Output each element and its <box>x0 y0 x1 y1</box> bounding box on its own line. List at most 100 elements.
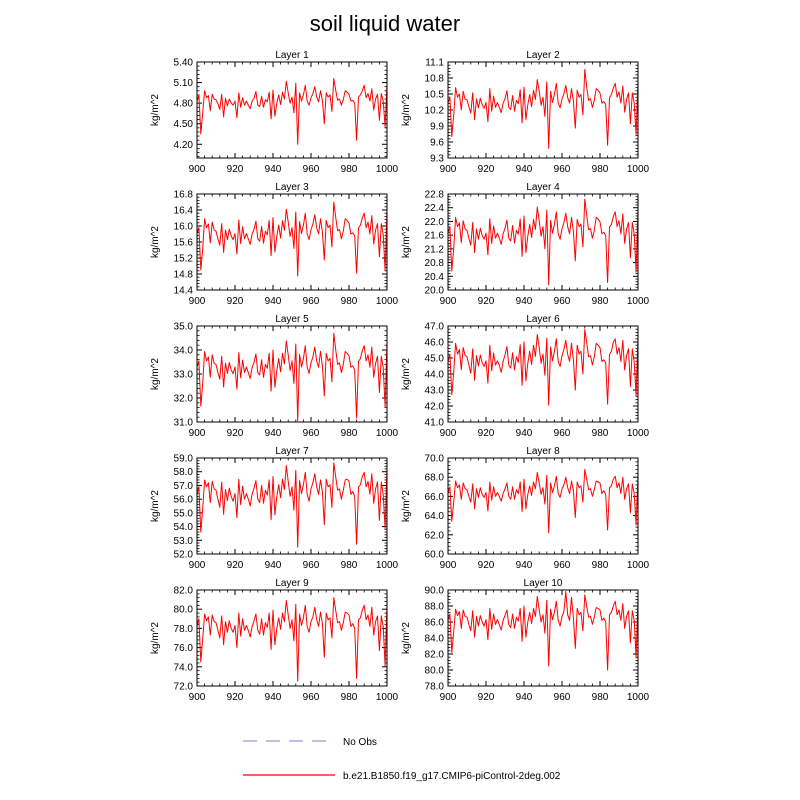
panel-layer-5: Layer 5 kg/m^2 900 920 940 960 980 1000 31.0 32.0… <box>150 314 399 439</box>
x-tick-label: 940 <box>516 692 533 703</box>
x-tick-label: 960 <box>554 560 571 571</box>
x-tick-label: 920 <box>227 164 244 175</box>
panel-title: Layer 4 <box>526 182 560 193</box>
x-tick-label: 1000 <box>627 164 650 175</box>
x-tick-label: 900 <box>189 164 206 175</box>
x-tick-label: 1000 <box>376 560 399 571</box>
y-tick-label: 33.0 <box>174 370 194 381</box>
x-tick-label: 980 <box>592 428 609 439</box>
plot-frame <box>447 589 639 687</box>
y-axis-label: kg/m^2 <box>401 94 412 126</box>
y-tick-label: 21.2 <box>425 244 445 255</box>
panel-title: Layer 3 <box>275 182 309 193</box>
y-axis-label: kg/m^2 <box>401 622 412 654</box>
x-tick-label: 920 <box>227 296 244 307</box>
y-tick-label: 82.0 <box>174 586 194 597</box>
panel-layer-6: Layer 6 kg/m^2 900 920 940 960 980 1000 41.0 42.0… <box>401 314 650 439</box>
y-tick-label: 16.0 <box>174 222 194 233</box>
y-axis-label: kg/m^2 <box>150 490 161 522</box>
x-tick-label: 960 <box>303 164 320 175</box>
x-tick-label: 920 <box>478 164 495 175</box>
series-line <box>447 198 639 286</box>
y-tick-label: 52.0 <box>174 550 194 561</box>
panel-layer-9: Layer 9 kg/m^2 900 920 940 960 980 1000 72.0 74.0… <box>150 578 399 703</box>
series-line <box>196 597 388 682</box>
x-tick-label: 900 <box>189 560 206 571</box>
series-line <box>447 469 639 534</box>
series-line <box>447 68 639 149</box>
y-tick-label: 15.2 <box>174 254 194 265</box>
x-tick-label: 1000 <box>627 296 650 307</box>
x-tick-label: 920 <box>227 692 244 703</box>
x-tick-label: 940 <box>265 164 282 175</box>
y-tick-label: 22.0 <box>425 217 445 228</box>
x-tick-label: 980 <box>592 164 609 175</box>
x-tick-label: 900 <box>440 296 457 307</box>
y-tick-label: 22.8 <box>425 190 445 201</box>
legend-label-model: b.e21.B1850.f19_g17.CMIP6-piControl-2deg… <box>343 771 561 782</box>
x-tick-label: 920 <box>478 428 495 439</box>
y-tick-label: 72.0 <box>174 682 194 693</box>
y-tick-label: 42.0 <box>425 402 445 413</box>
x-tick-label: 900 <box>440 164 457 175</box>
x-tick-label: 900 <box>440 560 457 571</box>
y-tick-label: 21.6 <box>425 231 445 242</box>
y-tick-label: 47.0 <box>425 322 445 333</box>
y-tick-label: 34.0 <box>174 346 194 357</box>
legend-label-no-obs: No Obs <box>343 737 377 748</box>
y-tick-label: 20.4 <box>425 272 445 283</box>
plot-frame <box>196 589 388 687</box>
y-tick-label: 45.0 <box>425 354 445 365</box>
y-tick-label: 32.0 <box>174 394 194 405</box>
y-axis-label: kg/m^2 <box>401 358 412 390</box>
y-tick-label: 11.1 <box>425 58 444 69</box>
x-tick-label: 960 <box>303 692 320 703</box>
x-tick-label: 920 <box>478 296 495 307</box>
y-tick-label: 78.0 <box>174 624 194 635</box>
panel-title: Layer 5 <box>275 314 309 325</box>
y-tick-label: 88.0 <box>425 602 445 613</box>
y-tick-label: 66.0 <box>425 492 445 503</box>
plot-frame <box>447 61 639 159</box>
x-tick-label: 960 <box>554 692 571 703</box>
panel-grid: Layer 1 kg/m^2 900 920 940 960 980 1000 4.20 4.50… <box>150 50 650 703</box>
x-tick-label: 920 <box>478 692 495 703</box>
x-tick-label: 980 <box>341 428 358 439</box>
y-axis-label: kg/m^2 <box>150 94 161 126</box>
y-tick-label: 80.0 <box>425 666 445 677</box>
y-tick-label: 4.80 <box>174 99 194 110</box>
series-line <box>196 77 388 145</box>
x-tick-label: 940 <box>516 296 533 307</box>
x-tick-label: 940 <box>516 164 533 175</box>
y-tick-label: 4.50 <box>174 119 194 130</box>
x-tick-label: 1000 <box>627 692 650 703</box>
y-tick-label: 62.0 <box>425 530 445 541</box>
panel-layer-2: Layer 2 kg/m^2 900 920 940 960 980 1000 9.3 9.6 9.… <box>401 50 650 175</box>
panel-title: Layer 6 <box>526 314 560 325</box>
y-tick-label: 57.0 <box>174 481 194 492</box>
panel-layer-4: Layer 4 kg/m^2 900 920 940 960 980 1000 20.0 20.4… <box>401 182 650 307</box>
series-line <box>447 329 639 406</box>
y-axis-label: kg/m^2 <box>401 490 412 522</box>
plot-frame <box>447 325 639 423</box>
y-tick-label: 54.0 <box>174 522 194 533</box>
x-tick-label: 980 <box>592 560 609 571</box>
plot-frame <box>196 61 388 159</box>
plot-frame <box>447 193 639 291</box>
panel-layer-8: Layer 8 kg/m^2 900 920 940 960 980 1000 60.0 62.0… <box>401 446 650 571</box>
y-tick-label: 59.0 <box>174 454 194 465</box>
plot-frame <box>196 193 388 291</box>
x-tick-label: 940 <box>265 428 282 439</box>
x-tick-label: 960 <box>303 296 320 307</box>
y-tick-label: 20.0 <box>425 286 445 297</box>
plot-frame <box>196 325 388 423</box>
y-tick-label: 15.6 <box>174 238 194 249</box>
y-tick-label: 9.9 <box>430 122 444 133</box>
y-tick-label: 80.0 <box>174 605 194 616</box>
y-tick-label: 31.0 <box>174 418 194 429</box>
x-tick-label: 980 <box>592 692 609 703</box>
y-tick-label: 4.20 <box>174 140 194 151</box>
x-tick-label: 900 <box>440 692 457 703</box>
y-tick-label: 55.0 <box>174 508 194 519</box>
